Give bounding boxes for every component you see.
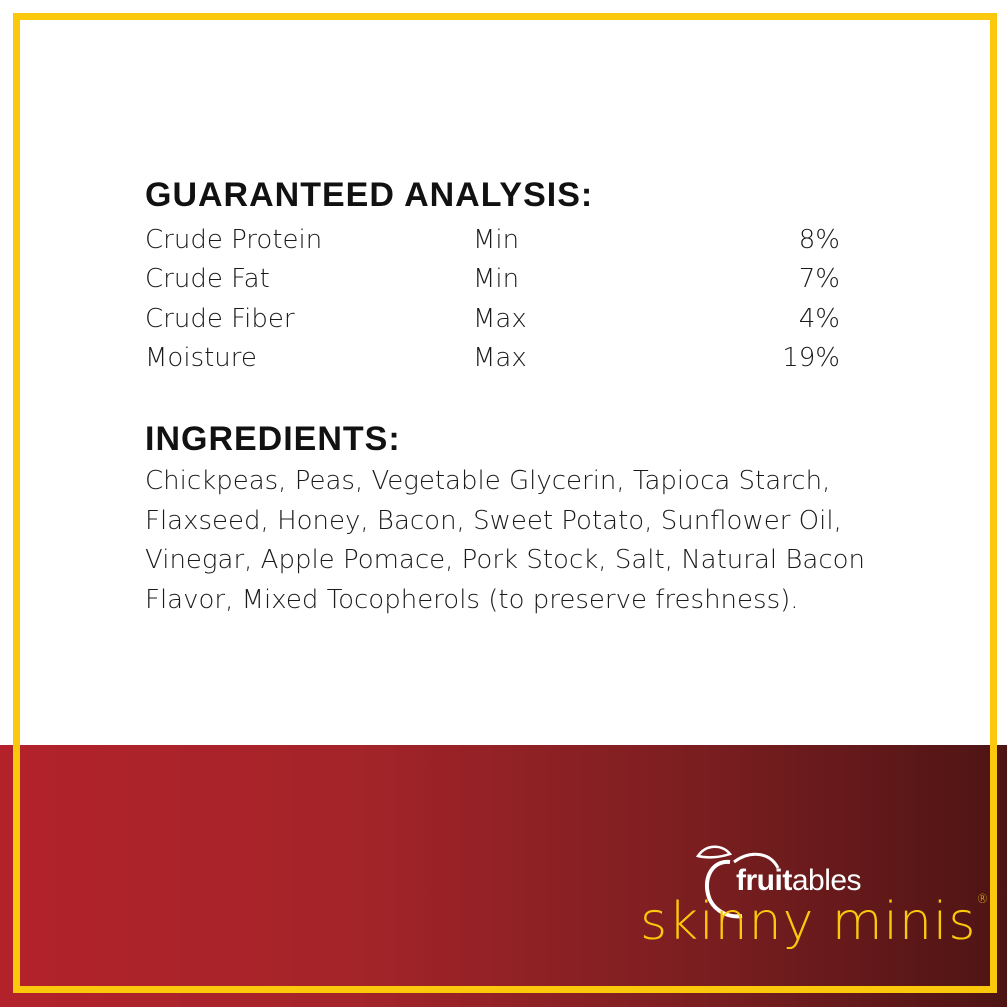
analysis-row: Crude Fat Min 7% [145,260,840,300]
nutrient-qualifier: Min [473,264,520,295]
brand-bold: fruit [736,864,792,897]
nutrient-value: 19% [782,343,840,374]
nutrient-name: Crude Protein [145,224,323,255]
brand-logo: fruitables skinny minis® [640,842,988,972]
red-banner [0,745,1007,1007]
nutrient-qualifier: Max [473,343,527,374]
nutrient-qualifier: Min [473,224,520,255]
product-text: skinny minis [640,892,977,952]
nutrient-name: Moisture [145,343,257,374]
registered-mark: ® [976,892,990,906]
ingredients-heading: INGREDIENTS: [145,420,401,458]
apple-outline-icon [695,845,780,919]
nutrient-name: Crude Fat [145,264,270,295]
guaranteed-analysis-table: Crude Protein Min 8% Crude Fat Min 7% Cr… [145,220,840,378]
yellow-frame [13,13,997,993]
analysis-row: Crude Fiber Max 4% [145,299,840,339]
analysis-row: Moisture Max 19% [145,339,840,379]
nutrient-name: Crude Fiber [145,303,295,334]
brand-name: fruitables [736,864,862,898]
nutrient-value: 4% [798,303,840,334]
product-name: skinny minis® [640,892,989,952]
nutrient-value: 8% [798,224,840,255]
nutrient-value: 7% [798,264,840,295]
analysis-row: Crude Protein Min 8% [145,220,840,260]
nutrient-qualifier: Max [473,303,527,334]
ingredients-text: Chickpeas, Peas, Vegetable Glycerin, Tap… [145,466,866,615]
brand-light: ables [791,864,862,897]
guaranteed-analysis-heading: GUARANTEED ANALYSIS: [145,176,594,214]
